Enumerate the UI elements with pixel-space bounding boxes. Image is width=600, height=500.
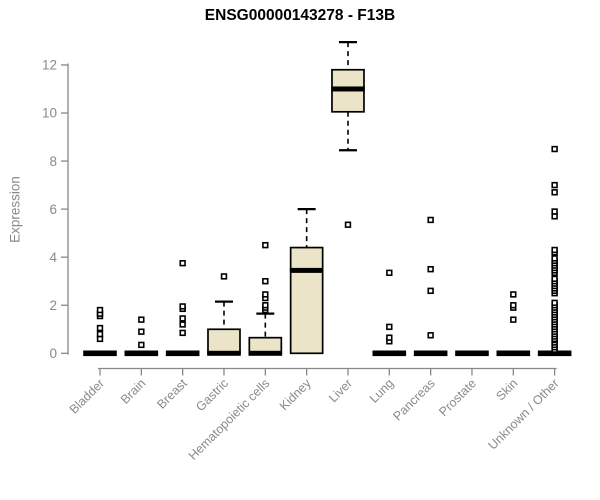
x-tick-label: Breast (154, 376, 190, 412)
median-line (248, 350, 283, 356)
boxplot-prostate (455, 350, 489, 357)
outlier-point (262, 291, 269, 298)
outlier-point (510, 302, 517, 309)
boxplot-pancreas (413, 216, 448, 357)
x-tick-label: Unknown / Other (486, 376, 562, 452)
y-axis: 0 2 4 6 8 10 12 (42, 58, 69, 361)
outlier-point (220, 273, 228, 280)
outlier-point (427, 287, 434, 295)
outlier-point (510, 291, 517, 298)
collapsed-box (165, 350, 200, 357)
outlier-point (551, 145, 558, 153)
y-tick-label: 12 (42, 58, 57, 73)
y-tick-label: 0 (49, 346, 57, 361)
outlier-point (551, 208, 558, 215)
x-tick-label: Lung (367, 376, 397, 406)
median-line (289, 267, 324, 273)
collapsed-box (413, 350, 448, 357)
boxplot-liver (331, 41, 365, 228)
outlier-point (386, 323, 393, 331)
x-tick-label: Kidney (277, 376, 314, 413)
chart-title: ENSG00000143278 - F13B (204, 7, 396, 24)
y-tick-label: 8 (49, 154, 57, 169)
boxplot-kidney (289, 208, 324, 355)
outlier-point (551, 255, 558, 262)
y-tick-label: 6 (49, 202, 57, 217)
y-tick-label: 4 (49, 250, 57, 265)
outlier-point (262, 241, 269, 249)
outlier-point (179, 321, 186, 328)
boxplot-skin (496, 291, 531, 357)
x-tick-label: Brain (118, 376, 149, 407)
outlier-point (551, 181, 558, 189)
x-tick-label: Bladder (67, 376, 107, 416)
outlier-point (510, 316, 517, 323)
outlier-point (551, 189, 558, 196)
outlier-point (427, 216, 434, 224)
outlier-point (179, 329, 186, 337)
boxplot-brain (124, 316, 159, 357)
outlier-point (96, 324, 104, 332)
outlier-point (344, 221, 352, 228)
outlier-point (262, 302, 269, 309)
outlier-point (262, 278, 269, 285)
boxplot-unknown-other (537, 145, 572, 357)
y-axis-title: Expression (7, 176, 23, 243)
x-tick-label: Prostate (436, 376, 479, 419)
collapsed-box (124, 350, 159, 357)
outlier-point (138, 316, 145, 323)
outlier-point (427, 332, 434, 339)
boxplot-bladder (83, 306, 117, 357)
boxplot-hematopoietic-cells (248, 241, 283, 356)
outlier-point (179, 315, 186, 322)
outlier-point (551, 275, 558, 283)
outlier-point (386, 269, 393, 276)
x-tick-label: Liver (326, 376, 355, 405)
outlier-point (96, 306, 104, 314)
collapsed-box (537, 350, 572, 357)
x-tick-label: Pancreas (391, 376, 438, 423)
x-tick-label: Skin (493, 376, 520, 403)
median-line (331, 86, 365, 92)
median-line (207, 350, 241, 356)
collapsed-box (496, 350, 531, 357)
y-tick-label: 10 (42, 106, 57, 121)
outlier-point (386, 334, 393, 341)
collapsed-box (455, 350, 489, 357)
boxplot-gastric (207, 273, 241, 356)
box (207, 328, 241, 355)
collapsed-box (372, 350, 407, 357)
x-tick-label: Gastric (193, 376, 231, 414)
outlier-point (179, 303, 186, 310)
collapsed-box (83, 350, 117, 357)
outlier-point (138, 341, 145, 349)
boxplot-lung (372, 269, 407, 357)
y-tick-label: 2 (49, 298, 57, 313)
outlier-point (427, 265, 434, 273)
outlier-point (179, 259, 186, 267)
boxplot-breast (165, 259, 200, 357)
outlier-point (551, 299, 558, 307)
outlier-point (138, 328, 145, 335)
outlier-point (96, 330, 104, 338)
x-tick-label: Hematopoietic cells (186, 376, 273, 463)
outlier-point (551, 246, 558, 254)
box (289, 246, 324, 355)
